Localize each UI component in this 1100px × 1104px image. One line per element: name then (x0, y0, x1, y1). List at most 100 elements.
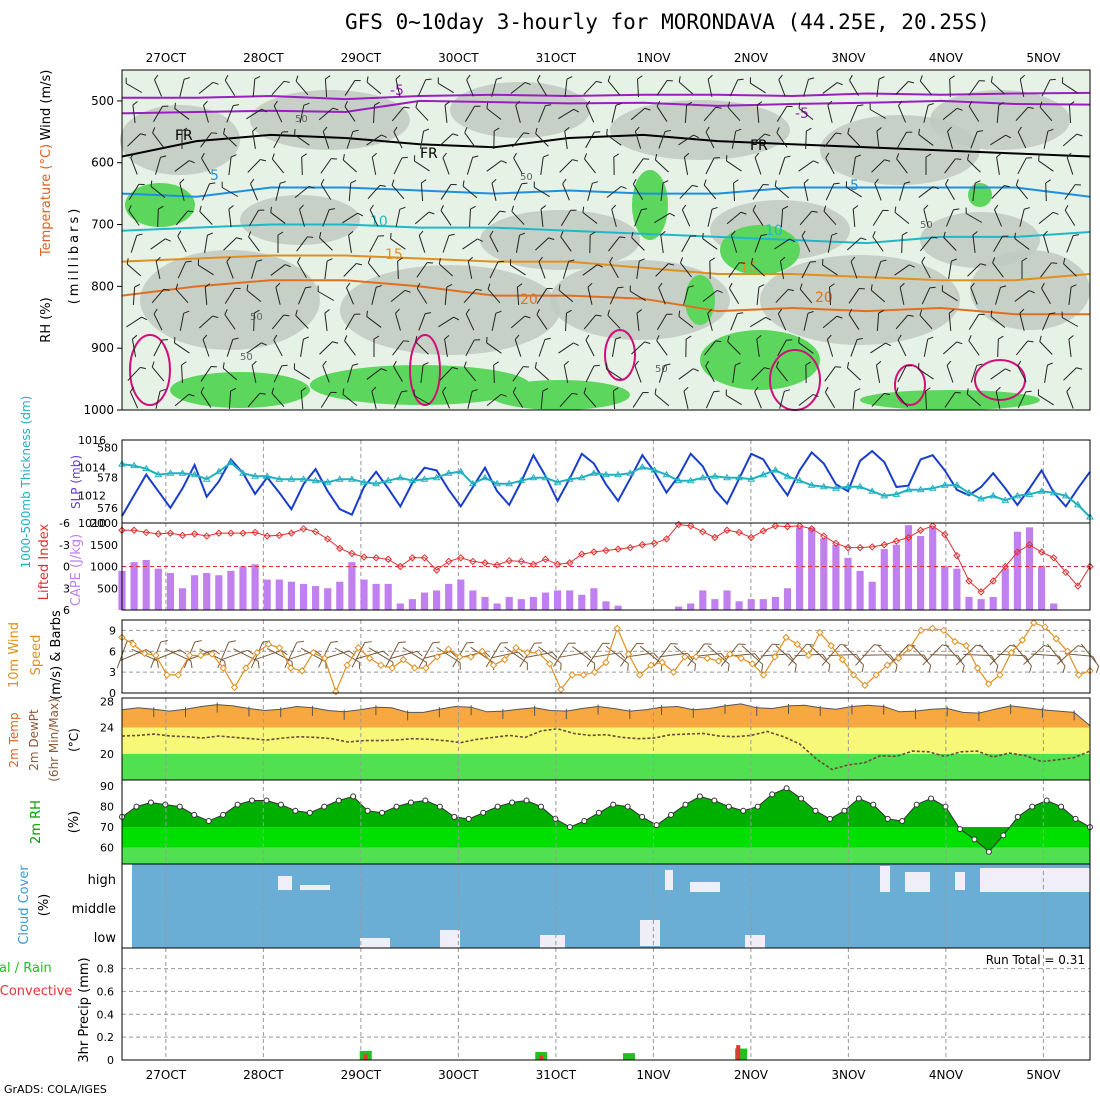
data-point (842, 808, 847, 813)
cape-bar (615, 606, 622, 610)
data-point (452, 814, 457, 819)
wind-axis-label: Wind (m/s) (39, 70, 54, 141)
rh-humid-patch (685, 275, 715, 325)
date-label-top: 29OCT (341, 51, 382, 65)
wind-barb (923, 642, 950, 669)
data-point (972, 837, 977, 842)
data-point (333, 689, 339, 695)
data-point (856, 796, 861, 801)
cape-bar (542, 593, 549, 610)
rh-humid-patch (720, 225, 800, 275)
cape-bar (155, 569, 162, 610)
cloud-gap (905, 872, 930, 892)
cape-bar (820, 538, 827, 610)
wind-barb (997, 654, 1029, 662)
data-point (669, 812, 674, 817)
cape-bar (409, 599, 416, 610)
wind-barb (285, 639, 304, 671)
data-point (929, 796, 934, 801)
temp-tick: 28 (100, 695, 114, 708)
data-point (378, 662, 384, 668)
data-point (580, 672, 586, 678)
pressure-tick: 700 (91, 218, 114, 232)
cape-bar (191, 575, 198, 610)
data-point (177, 804, 182, 809)
wind-barb (806, 645, 833, 672)
wind-tick: 3 (109, 666, 116, 679)
series-line-wind-speed (122, 623, 1090, 692)
temp-axis-label: (°C) (67, 728, 81, 752)
data-point (1044, 798, 1049, 803)
date-label-top: 4NOV (929, 51, 964, 65)
data-point (726, 804, 731, 809)
data-point (310, 650, 316, 656)
rh-tick: 80 (100, 801, 114, 814)
cape-bar (760, 599, 767, 610)
data-point (187, 652, 193, 658)
data-point (918, 627, 924, 633)
data-point (235, 802, 240, 807)
cape-bar (796, 527, 803, 610)
cape-bar (324, 588, 331, 610)
data-point (1073, 816, 1078, 821)
cape-bar (252, 564, 259, 610)
cape-bar (990, 597, 997, 610)
data-point (278, 802, 283, 807)
data-point (799, 796, 804, 801)
date-label-bottom: 27OCT (146, 1068, 187, 1082)
data-point (351, 794, 356, 799)
data-point (250, 798, 255, 803)
data-point (957, 827, 962, 832)
cape-bar (167, 573, 174, 610)
data-point (1076, 672, 1082, 678)
data-point (164, 672, 170, 678)
cape-bar (276, 580, 283, 610)
cloud-gap (360, 938, 390, 948)
cape-bar (336, 582, 343, 610)
data-point (738, 655, 744, 661)
cloud-gap (880, 866, 890, 892)
data-point (293, 808, 298, 813)
thickness-tick: 576 (97, 502, 118, 515)
cape-tick: 2000 (90, 517, 118, 530)
wind-axis-label: 10m Wind (7, 622, 22, 688)
li-tick: -6 (59, 517, 70, 530)
series-line-slp (122, 451, 1090, 516)
data-point (466, 816, 471, 821)
data-point (232, 684, 238, 690)
data-point (495, 804, 500, 809)
date-label-top: 27OCT (146, 51, 187, 65)
data-point (322, 804, 327, 809)
pressure-tick: 500 (91, 94, 114, 108)
temp-band-low (122, 754, 1090, 780)
wind-barb (569, 647, 598, 671)
cape-bar (494, 603, 501, 610)
temp-axis-label: Temperature (°C) (39, 144, 54, 257)
cape-bar (699, 590, 706, 610)
data-point (307, 810, 312, 815)
cloud-gap (955, 872, 965, 890)
rh-tick: 70 (100, 821, 114, 834)
cloud-level-label: middle (72, 902, 116, 917)
temp-tick: 20 (100, 748, 114, 761)
date-label-top: 1NOV (636, 51, 671, 65)
data-point (741, 808, 746, 813)
cloud-gap (745, 935, 765, 948)
rh-contour-label: 50 (920, 220, 933, 231)
date-label-bottom: 28OCT (243, 1068, 284, 1082)
date-label-bottom: 31OCT (536, 1068, 577, 1082)
precip-total-label: Total / Rain (0, 961, 52, 976)
date-label-bottom: 30OCT (438, 1068, 479, 1082)
contour-label: 10 (765, 223, 783, 239)
data-point (277, 645, 283, 651)
data-point (986, 849, 991, 854)
cape-bar (953, 569, 960, 610)
data-point (596, 810, 601, 815)
rh-axis-label: RH (%) (39, 297, 54, 342)
data-point (693, 654, 699, 660)
cape-bar (554, 590, 561, 610)
temp-axis-label: 2m Temp (7, 712, 21, 767)
data-point (299, 668, 305, 674)
data-point (783, 634, 789, 640)
rh-unit-label: (%) (67, 811, 82, 834)
